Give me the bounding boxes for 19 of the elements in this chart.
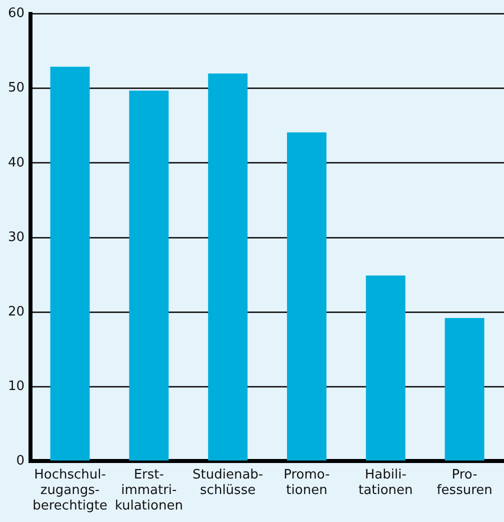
x-tick-label: Studienab- schlüsse [192, 467, 264, 498]
bar [208, 73, 248, 460]
bar [50, 66, 90, 460]
y-tick-label: 60 [8, 6, 25, 22]
y-tick-label: 40 [8, 155, 25, 170]
y-tick-label: 50 [8, 80, 25, 96]
y-tick-label: 10 [8, 379, 25, 394]
y-tick-label: 30 [8, 230, 25, 245]
x-tick-label: Habili- tationen [358, 467, 413, 498]
bar [444, 318, 484, 460]
y-tick-label: 0 [16, 454, 25, 469]
bar [129, 90, 169, 460]
bar [366, 276, 406, 460]
x-tick-label: Promo- tionen [284, 467, 330, 498]
x-tick-label: Pro- fessuren [436, 467, 492, 498]
x-tick-label: Erst- immatri- kulationen [114, 467, 183, 514]
x-tick-label: Hochschul- zugangs- berechtigte [32, 467, 108, 514]
bar [287, 132, 326, 460]
y-tick-label: 20 [8, 304, 25, 320]
